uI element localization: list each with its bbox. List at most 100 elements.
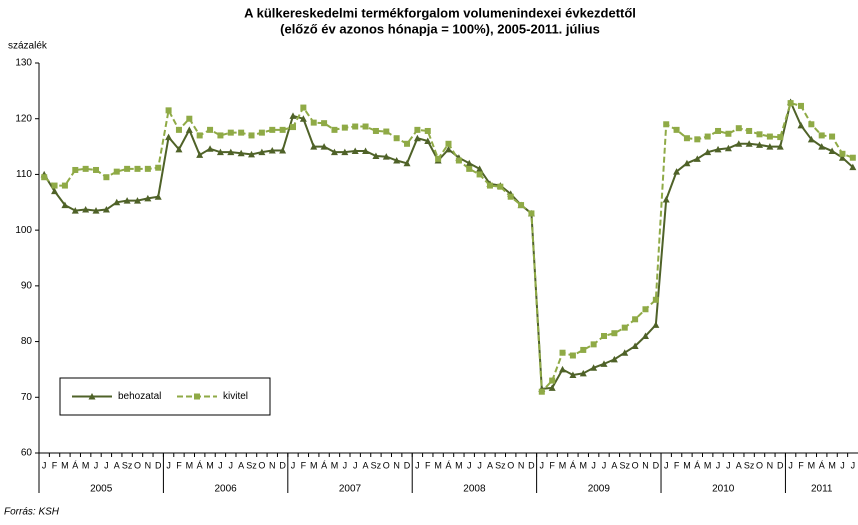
x-tick-label: Sz [495, 460, 506, 470]
marker [82, 165, 89, 172]
marker [71, 207, 79, 214]
marker [652, 296, 659, 303]
y-tick-label: 120 [15, 113, 32, 124]
x-tick-label: J [166, 460, 171, 470]
marker [725, 130, 732, 137]
marker [662, 196, 670, 203]
marker [569, 352, 576, 359]
marker [735, 140, 743, 147]
x-tick-label: M [434, 460, 442, 470]
marker [797, 102, 804, 109]
x-tick-label: O [632, 460, 639, 470]
marker [756, 131, 763, 138]
marker [610, 355, 618, 363]
year-label: 2007 [339, 484, 362, 495]
marker [756, 141, 764, 148]
marker [61, 182, 68, 189]
legend-marker [88, 393, 96, 400]
x-tick-label: O [383, 460, 390, 470]
marker [476, 171, 483, 178]
marker [507, 193, 514, 200]
marker [569, 371, 577, 378]
marker [455, 157, 462, 164]
marker [82, 206, 90, 213]
x-tick-label: M [683, 460, 691, 470]
marker [124, 165, 131, 172]
x-tick-label: M [828, 460, 836, 470]
marker [186, 115, 193, 122]
marker [683, 159, 691, 167]
marker [704, 133, 711, 140]
marker [828, 147, 836, 155]
x-tick-label: J [716, 460, 721, 470]
x-tick-label: N [269, 460, 276, 470]
marker [621, 324, 628, 331]
marker [289, 124, 296, 131]
marker [642, 306, 649, 313]
y-tick-label: 90 [21, 280, 33, 291]
x-tick-label: F [674, 460, 680, 470]
y-axis-label: százalék [8, 41, 48, 52]
x-tick-label: Á [321, 460, 327, 470]
marker [631, 342, 639, 350]
marker [321, 120, 328, 127]
marker [735, 125, 742, 132]
marker [849, 154, 856, 161]
marker [839, 150, 846, 157]
x-tick-label: J [540, 460, 545, 470]
marker [248, 132, 255, 139]
marker [745, 140, 753, 147]
marker [518, 202, 525, 209]
marker [393, 157, 401, 164]
marker [714, 145, 722, 153]
marker [175, 126, 182, 133]
marker [248, 150, 256, 158]
marker [673, 168, 681, 175]
x-tick-label: Á [72, 460, 78, 470]
x-tick-label: A [611, 460, 617, 470]
x-tick-label: A [736, 460, 742, 470]
marker [693, 155, 701, 162]
marker [310, 119, 317, 126]
marker [715, 127, 722, 134]
marker [352, 123, 359, 130]
marker [673, 126, 680, 133]
x-tick-label: D [777, 460, 784, 470]
x-tick-label: Á [694, 460, 700, 470]
marker [331, 126, 338, 133]
marker [207, 126, 214, 133]
x-tick-label: Sz [744, 460, 755, 470]
x-tick-label: O [756, 460, 763, 470]
y-tick-label: 110 [16, 169, 32, 180]
marker [113, 198, 121, 206]
marker [133, 197, 141, 204]
chart-title: A külkereskedelmi termékforgalom volumen… [244, 5, 636, 20]
marker [548, 384, 556, 391]
marker [279, 126, 286, 133]
marker [445, 140, 452, 147]
marker [41, 174, 48, 181]
marker [683, 135, 690, 142]
year-label: 2010 [712, 484, 735, 495]
marker [601, 333, 608, 339]
x-tick-label: D [404, 460, 411, 470]
marker [404, 140, 411, 147]
marker [165, 107, 172, 114]
x-tick-label: M [331, 460, 339, 470]
marker [549, 377, 556, 384]
marker [383, 128, 390, 135]
marker [185, 126, 193, 133]
marker [258, 148, 266, 156]
marker [476, 165, 484, 172]
y-tick-label: 60 [21, 448, 33, 459]
marker [746, 127, 753, 134]
x-tick-label: M [186, 460, 194, 470]
marker [330, 148, 338, 156]
marker [808, 121, 815, 128]
x-tick-label: O [258, 460, 265, 470]
marker [403, 159, 411, 167]
marker [611, 330, 618, 337]
marker [621, 349, 629, 356]
marker [787, 100, 794, 107]
